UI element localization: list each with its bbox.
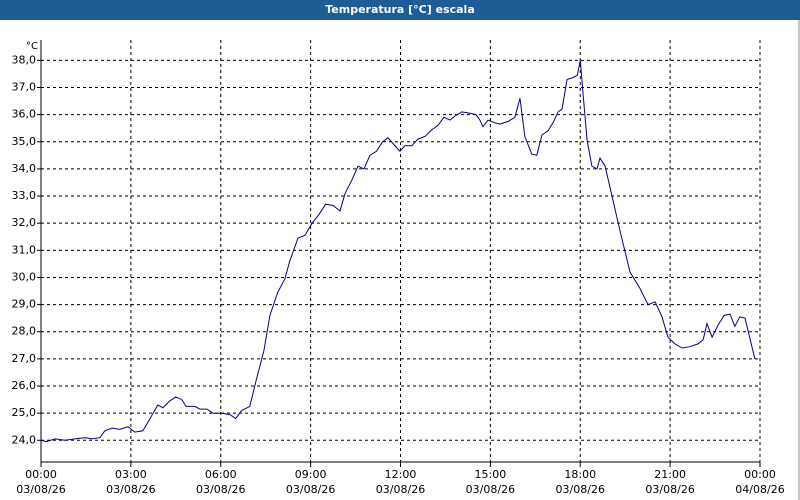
x-tick-date: 03/08/26 bbox=[466, 483, 515, 496]
y-tick-label: 25,0 bbox=[12, 406, 37, 419]
x-tick-date: 03/08/26 bbox=[16, 483, 65, 496]
x-tick-label: 00:00 bbox=[25, 468, 57, 481]
y-tick-label: 33,0 bbox=[12, 189, 37, 202]
title-bar bbox=[0, 0, 800, 20]
y-tick-label: 38,0 bbox=[12, 53, 37, 66]
x-tick-date: 03/08/26 bbox=[645, 483, 694, 496]
x-tick-label: 21:00 bbox=[654, 468, 686, 481]
y-tick-label: 24,0 bbox=[12, 433, 37, 446]
y-tick-label: 31,0 bbox=[12, 243, 37, 256]
plot-area: 24,0 25,0 26,0 27,0 28,0 29,0 30,0 31,0 32,0 33,0… bbox=[12, 40, 785, 496]
x-tick-date: 03/08/26 bbox=[556, 483, 605, 496]
y-tick-label: 29,0 bbox=[12, 298, 37, 311]
x-tick-date: 03/08/26 bbox=[196, 483, 245, 496]
y-tick-label: 37,0 bbox=[12, 80, 37, 93]
y-tick-label: 35,0 bbox=[12, 135, 37, 148]
y-tick-label: 30,0 bbox=[12, 270, 37, 283]
x-tick-label: 09:00 bbox=[295, 468, 327, 481]
temperature-line bbox=[40, 60, 756, 443]
window-border bbox=[798, 20, 800, 500]
x-tick-date: 03/08/26 bbox=[286, 483, 335, 496]
x-tick-label: 06:00 bbox=[205, 468, 237, 481]
y-tick-label: 28,0 bbox=[12, 325, 37, 338]
y-tick-label: 36,0 bbox=[12, 108, 37, 121]
y-tick-label: 32,0 bbox=[12, 216, 37, 229]
x-tick-date: 03/08/26 bbox=[376, 483, 425, 496]
x-tick-label: 15:00 bbox=[475, 468, 507, 481]
y-tick-label: 27,0 bbox=[12, 352, 37, 365]
y-unit: °C bbox=[26, 41, 38, 52]
x-tick-label: 18:00 bbox=[564, 468, 596, 481]
x-tick-label: 00:00 bbox=[744, 468, 776, 481]
x-tick-label: 12:00 bbox=[385, 468, 417, 481]
window-title: Temperatura [°C] escala bbox=[325, 3, 475, 16]
x-tick-label: 03:00 bbox=[115, 468, 147, 481]
y-tick-label: 34,0 bbox=[12, 162, 37, 175]
x-tick-date: 04/08/26 bbox=[735, 483, 784, 496]
y-tick-label: 26,0 bbox=[12, 379, 37, 392]
x-tick-date: 03/08/26 bbox=[106, 483, 155, 496]
